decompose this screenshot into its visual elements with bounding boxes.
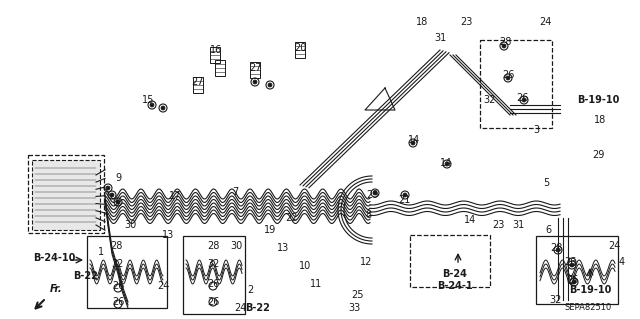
Text: 10: 10 [299, 261, 311, 271]
Text: B-24-1: B-24-1 [437, 281, 473, 291]
Text: 24: 24 [608, 241, 620, 251]
Text: 6: 6 [545, 225, 551, 235]
Text: 22: 22 [285, 213, 298, 223]
Bar [536, 236, 618, 304]
Text: 33: 33 [348, 303, 360, 313]
Circle shape [572, 280, 576, 284]
Circle shape [502, 44, 506, 48]
Bar [32, 160, 100, 230]
Text: SEPA82510: SEPA82510 [564, 303, 612, 313]
Circle shape [161, 106, 165, 110]
Text: 28: 28 [110, 241, 122, 251]
Circle shape [116, 200, 120, 204]
Text: 14: 14 [464, 215, 476, 225]
Text: B-22: B-22 [74, 271, 99, 281]
Text: 23: 23 [492, 220, 504, 230]
Text: 23: 23 [460, 17, 472, 27]
Text: 30: 30 [124, 220, 136, 230]
Text: 2: 2 [247, 285, 253, 295]
Text: 26: 26 [207, 279, 219, 289]
Text: Fr.: Fr. [50, 284, 63, 294]
Text: 14: 14 [440, 158, 452, 168]
Text: 18: 18 [594, 115, 606, 125]
Text: B-19-10: B-19-10 [577, 95, 619, 105]
Text: 26: 26 [112, 281, 124, 291]
Text: 15: 15 [142, 95, 154, 105]
Circle shape [506, 76, 510, 80]
Text: 26: 26 [207, 297, 219, 307]
Circle shape [110, 193, 114, 197]
Circle shape [522, 98, 526, 102]
Bar [215, 60, 225, 76]
Text: 11: 11 [310, 279, 322, 289]
Circle shape [106, 186, 110, 190]
Circle shape [570, 263, 574, 267]
Bar [183, 236, 245, 314]
Text: 24: 24 [157, 281, 169, 291]
Text: 7: 7 [232, 187, 238, 197]
Text: 32: 32 [484, 95, 496, 105]
Text: 13: 13 [162, 230, 174, 240]
Text: 3: 3 [533, 125, 539, 135]
Bar [210, 47, 220, 63]
Text: 18: 18 [416, 17, 428, 27]
Bar [87, 236, 167, 308]
Bar [28, 155, 104, 233]
Text: 31: 31 [512, 220, 524, 230]
Text: 31: 31 [434, 33, 446, 43]
Text: 32: 32 [550, 295, 562, 305]
Circle shape [411, 141, 415, 145]
Text: 26: 26 [516, 93, 528, 103]
Text: 17: 17 [169, 191, 181, 201]
Text: 13: 13 [277, 243, 289, 253]
Bar [193, 77, 203, 93]
Text: 8: 8 [365, 210, 371, 220]
Circle shape [403, 193, 407, 197]
Text: 12: 12 [360, 257, 372, 267]
Text: 27: 27 [192, 77, 204, 87]
Bar [250, 62, 260, 78]
Text: 26: 26 [566, 275, 578, 285]
Text: 14: 14 [408, 135, 420, 145]
Bar [295, 42, 305, 58]
Text: 24: 24 [539, 17, 551, 27]
Bar [480, 40, 552, 128]
Text: 26: 26 [502, 70, 514, 80]
Text: 16: 16 [210, 45, 222, 55]
Text: 28: 28 [207, 241, 219, 251]
Text: 29: 29 [366, 190, 378, 200]
Circle shape [445, 162, 449, 166]
Text: 9: 9 [115, 173, 121, 183]
Text: 29: 29 [592, 150, 604, 160]
Text: 19: 19 [264, 225, 276, 235]
Text: 28: 28 [499, 37, 511, 47]
Text: 25: 25 [352, 290, 364, 300]
Text: 32: 32 [207, 259, 219, 269]
Text: 5: 5 [543, 178, 549, 188]
Bar [410, 235, 490, 287]
Circle shape [556, 248, 560, 252]
Circle shape [373, 191, 377, 195]
Text: 1: 1 [98, 247, 104, 257]
Text: B-19-10: B-19-10 [569, 285, 611, 295]
Text: 26: 26 [564, 257, 576, 267]
Text: 20: 20 [294, 43, 306, 53]
Circle shape [253, 80, 257, 84]
Text: 32: 32 [111, 259, 123, 269]
Text: 21: 21 [398, 195, 410, 205]
Text: 26: 26 [112, 297, 124, 307]
Text: 28: 28 [550, 243, 562, 253]
Text: B-24: B-24 [443, 269, 467, 279]
Text: 24: 24 [234, 303, 246, 313]
Text: B-22: B-22 [246, 303, 271, 313]
Text: 30: 30 [230, 241, 242, 251]
Text: 27: 27 [249, 63, 261, 73]
Text: 4: 4 [619, 257, 625, 267]
Circle shape [150, 103, 154, 107]
Circle shape [268, 83, 272, 87]
Text: B-24-10: B-24-10 [33, 253, 75, 263]
